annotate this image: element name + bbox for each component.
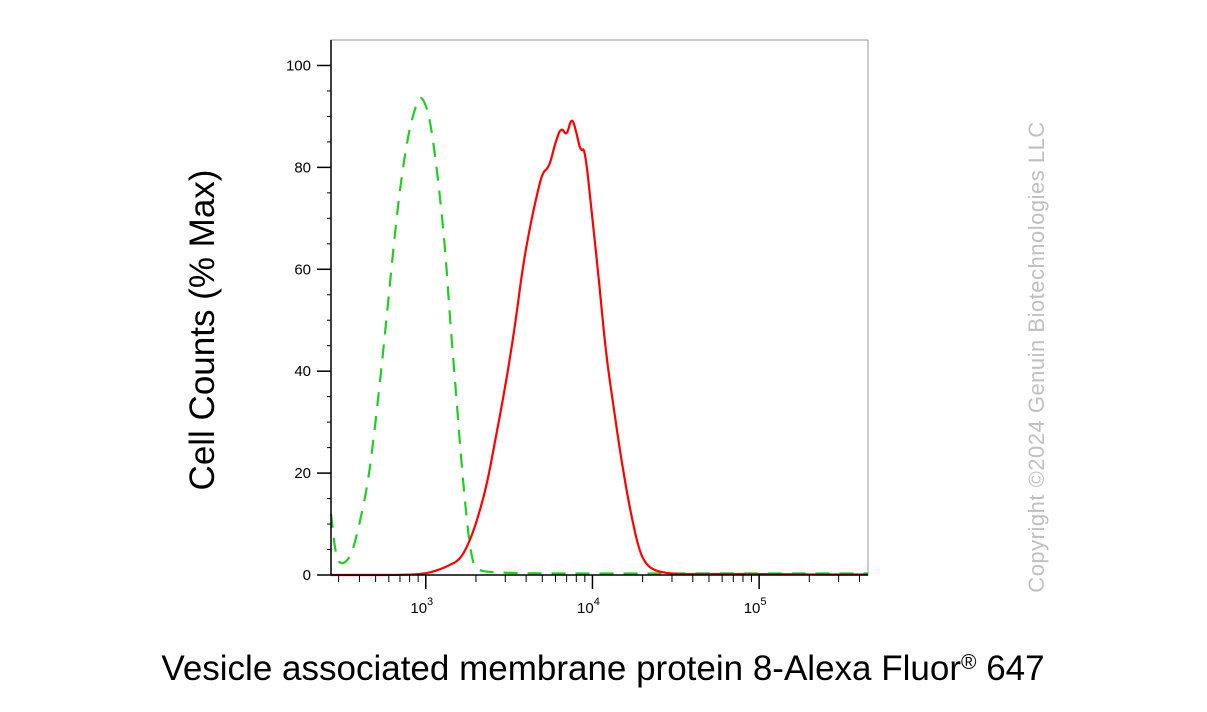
sample-histogram-line — [331, 119, 868, 577]
x-tick-label: 104 — [577, 596, 600, 617]
x-tick-label: 103 — [410, 596, 433, 617]
y-tick-label: 60 — [294, 261, 311, 278]
y-tick-label: 80 — [294, 159, 311, 176]
y-tick-label: 40 — [294, 363, 311, 380]
x-minor-ticks — [338, 575, 860, 582]
control-histogram-line — [329, 96, 868, 575]
plot-frame — [330, 39, 869, 576]
x-tick-label: 105 — [744, 596, 767, 617]
x-axis-label: Vesicle associated membrane protein 8-Al… — [161, 649, 1044, 689]
x-axis-label-suffix: 647 — [976, 649, 1045, 688]
y-major-ticks: 0 20 40 60 80 100 — [286, 57, 331, 584]
y-tick-label: 100 — [286, 57, 311, 74]
x-axis-label-main: Vesicle associated membrane protein 8-Al… — [161, 649, 961, 688]
series-layer — [329, 96, 868, 577]
y-tick-label: 0 — [303, 567, 311, 584]
y-axis-label: Cell Counts (% Max) — [183, 169, 222, 491]
copyright-watermark: Copyright ©2024 Genuin Biotechnologies L… — [1024, 121, 1049, 593]
registered-mark: ® — [960, 651, 977, 674]
y-tick-label: 20 — [294, 465, 311, 482]
x-major-ticks: 103 104 105 — [410, 575, 767, 617]
